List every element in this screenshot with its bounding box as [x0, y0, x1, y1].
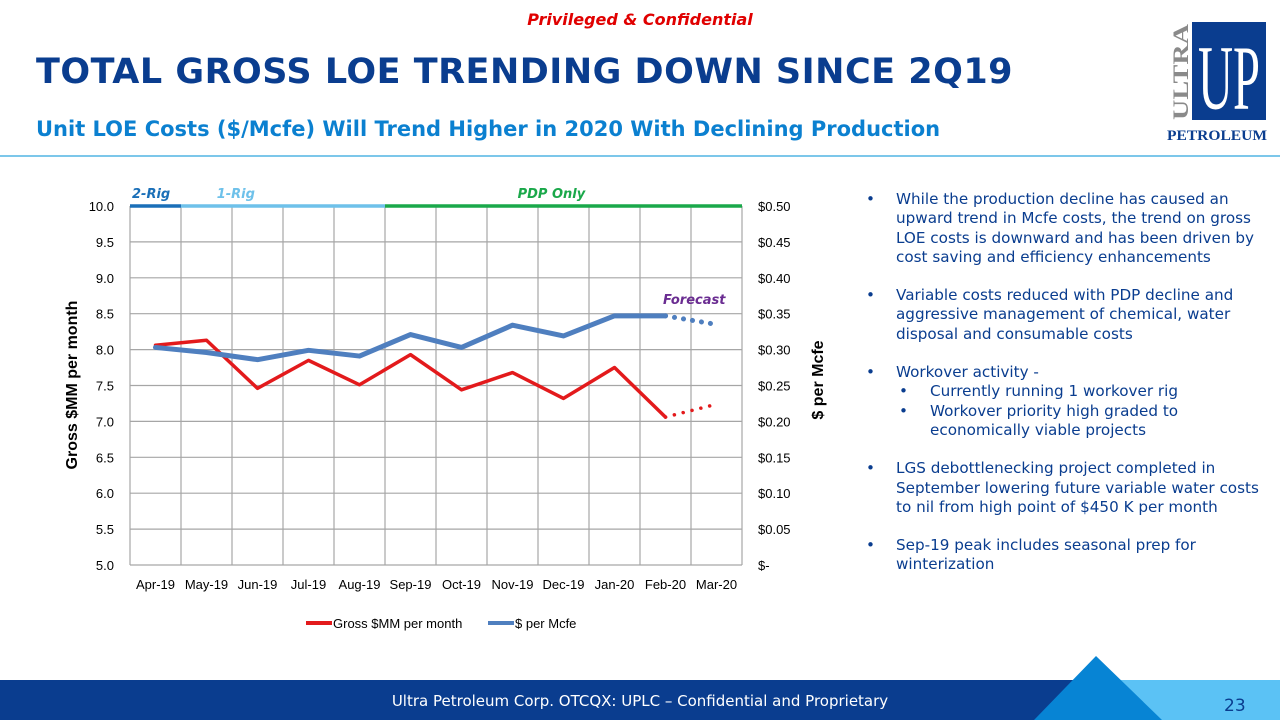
footer-triangle-icon — [1034, 656, 1162, 720]
legend-label-mcfe: $ per Mcfe — [515, 616, 576, 631]
bullet-item: • Variable costs reduced with PDP decline… — [866, 286, 1266, 344]
y-axis-title: Gross $MM per month — [64, 301, 81, 470]
y2-tick-label: $0.10 — [758, 486, 791, 501]
y2-tick-label: $0.25 — [758, 379, 791, 394]
forecast-annotation: Forecast — [663, 293, 726, 308]
x-tick-label: May-19 — [185, 577, 228, 592]
y2-tick-label: $- — [758, 558, 770, 573]
page-title: TOTAL GROSS LOE TRENDING DOWN SINCE 2Q19 — [36, 52, 1014, 92]
phase-label: PDP Only — [518, 187, 586, 202]
logo-box — [1192, 22, 1266, 120]
x-tick-label: Jul-19 — [291, 577, 326, 592]
y2-tick-label: $0.45 — [758, 235, 791, 250]
y2-tick-label: $0.50 — [758, 199, 791, 214]
y-tick-label: 7.0 — [96, 414, 114, 429]
sub-bullet-item: • Currently running 1 workover rig — [866, 382, 1266, 401]
bullet-text: LGS debottlenecking project completed in… — [896, 459, 1259, 516]
sub-bullet-text: Workover priority high graded to economi… — [930, 401, 1179, 439]
sub-bullet-text: Currently running 1 workover rig — [930, 382, 1179, 401]
y-tick-label: 9.0 — [96, 271, 114, 286]
bullet-icon: • — [866, 363, 875, 382]
forecast-line-mcfe — [663, 313, 719, 327]
chart-legend: Gross $MM per month $ per Mcfe — [306, 616, 576, 631]
x-tick-label: Oct-19 — [442, 577, 481, 592]
bullet-text: While the production decline has caused … — [896, 190, 1255, 266]
y-tick-label: 9.5 — [96, 235, 114, 250]
bullet-icon: • — [866, 286, 875, 305]
y-tick-label: 8.0 — [96, 343, 114, 358]
sub-bullet-item: • Workover priority high graded to econom… — [866, 402, 1266, 441]
bullet-text: Variable costs reduced with PDP decline … — [896, 286, 1234, 343]
x-tick-label: Jan-20 — [595, 577, 635, 592]
y-tick-label: 5.0 — [96, 558, 114, 573]
legend-label-gross: Gross $MM per month — [333, 616, 462, 631]
x-tick-label: Jun-19 — [238, 577, 278, 592]
commentary-bullets: • While the production decline has caused… — [866, 190, 1266, 594]
page-subtitle: Unit LOE Costs ($/Mcfe) Will Trend Highe… — [36, 117, 941, 141]
bullet-text: Workover activity - — [896, 363, 1039, 382]
loe-chart: 2-Rig 1-Rig PDP Only 10.0 $0.50 9.5 $0.45 9.0 $… — [64, 187, 827, 631]
y2-tick-label: $0.15 — [758, 450, 791, 465]
confidential-label: Privileged & Confidential — [527, 10, 753, 29]
y-tick-label: 6.0 — [96, 486, 114, 501]
x-tick-label: Dec-19 — [543, 577, 585, 592]
x-tick-label: Sep-19 — [390, 577, 432, 592]
y2-tick-label: $0.20 — [758, 414, 791, 429]
x-tick-label: Apr-19 — [136, 577, 175, 592]
x-tick-label: Aug-19 — [339, 577, 381, 592]
page-number: 23 — [1224, 696, 1246, 716]
y-tick-label: 10.0 — [89, 199, 114, 214]
bullet-icon: • — [899, 382, 908, 401]
bullet-icon: • — [866, 536, 875, 555]
y-tick-label: 8.5 — [96, 307, 114, 322]
y2-tick-label: $0.35 — [758, 307, 791, 322]
y2-axis-title: $ per Mcfe — [810, 340, 827, 419]
x-tick-label: Feb-20 — [645, 577, 686, 592]
phase-label: 2-Rig — [132, 187, 170, 202]
footer-text: Ultra Petroleum Corp. OTCQX: UPLC – Conf… — [391, 692, 889, 710]
x-tick-label: Mar-20 — [696, 577, 737, 592]
phase-label: 1-Rig — [217, 187, 255, 202]
phase-bars: 2-Rig 1-Rig PDP Only — [130, 187, 742, 208]
logo-ultra-text: ULTRA — [1168, 24, 1193, 120]
bullet-item: • Workover activity - • Currently running … — [866, 363, 1266, 440]
logo-up-text: UP — [1198, 26, 1260, 128]
y2-tick-label: $0.40 — [758, 271, 791, 286]
bullet-icon: • — [866, 190, 875, 208]
y2-tick-label: $0.05 — [758, 522, 791, 537]
chart-grid — [129, 205, 743, 566]
bullet-item: • While the production decline has caused… — [866, 190, 1266, 267]
ultra-petroleum-logo: UP ULTRA PETROLEUM — [1167, 22, 1267, 144]
y-tick-label: 5.5 — [96, 522, 114, 537]
header-divider — [0, 155, 1280, 157]
x-tick-label: Nov-19 — [492, 577, 534, 592]
bullet-icon: • — [899, 401, 908, 420]
logo-petroleum-text: PETROLEUM — [1167, 128, 1267, 144]
forecast-line-gross — [663, 402, 719, 419]
bullet-text: Sep-19 peak includes seasonal prep for w… — [896, 536, 1196, 574]
y-tick-label: 7.5 — [96, 379, 114, 394]
bullet-icon: • — [866, 459, 875, 478]
y-tick-label: 6.5 — [96, 450, 114, 465]
series-lines — [153, 313, 719, 419]
y2-tick-label: $0.30 — [758, 343, 791, 358]
axis-ticks: 10.0 $0.50 9.5 $0.45 9.0 $0.40 8.5 $0.35 8.0 $0.3… — [89, 199, 791, 592]
bullet-item: • Sep-19 peak includes seasonal prep for … — [866, 536, 1266, 575]
bullet-item: • LGS debottlenecking project completed i… — [866, 459, 1266, 517]
